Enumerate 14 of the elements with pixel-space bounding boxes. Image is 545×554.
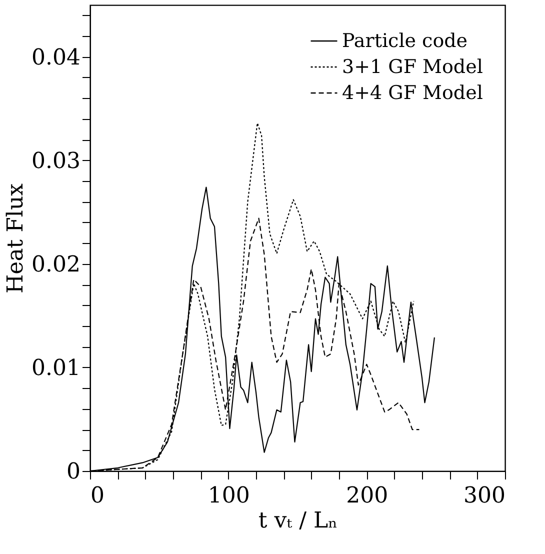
x-tick-label: 100 xyxy=(208,484,250,508)
legend-label: 4+4 GF Model xyxy=(342,82,483,104)
legend-label: 3+1 GF Model xyxy=(342,56,483,78)
x-tick-label: 200 xyxy=(346,484,388,508)
y-tick-label: 0 xyxy=(66,460,80,484)
y-tick-label: 0.04 xyxy=(32,45,80,70)
y-tick-label: 0.03 xyxy=(32,148,80,174)
y-axis-title: Heat Flux xyxy=(4,182,29,294)
x-axis-title: t vₜ / Lₙ xyxy=(258,508,338,534)
x-tick-label: 0 xyxy=(90,484,104,508)
y-tick-label: 0.02 xyxy=(32,252,80,278)
y-tick-label: 0.01 xyxy=(32,356,80,381)
x-tick-label: 300 xyxy=(464,484,506,508)
legend-label: Particle code xyxy=(342,30,468,52)
